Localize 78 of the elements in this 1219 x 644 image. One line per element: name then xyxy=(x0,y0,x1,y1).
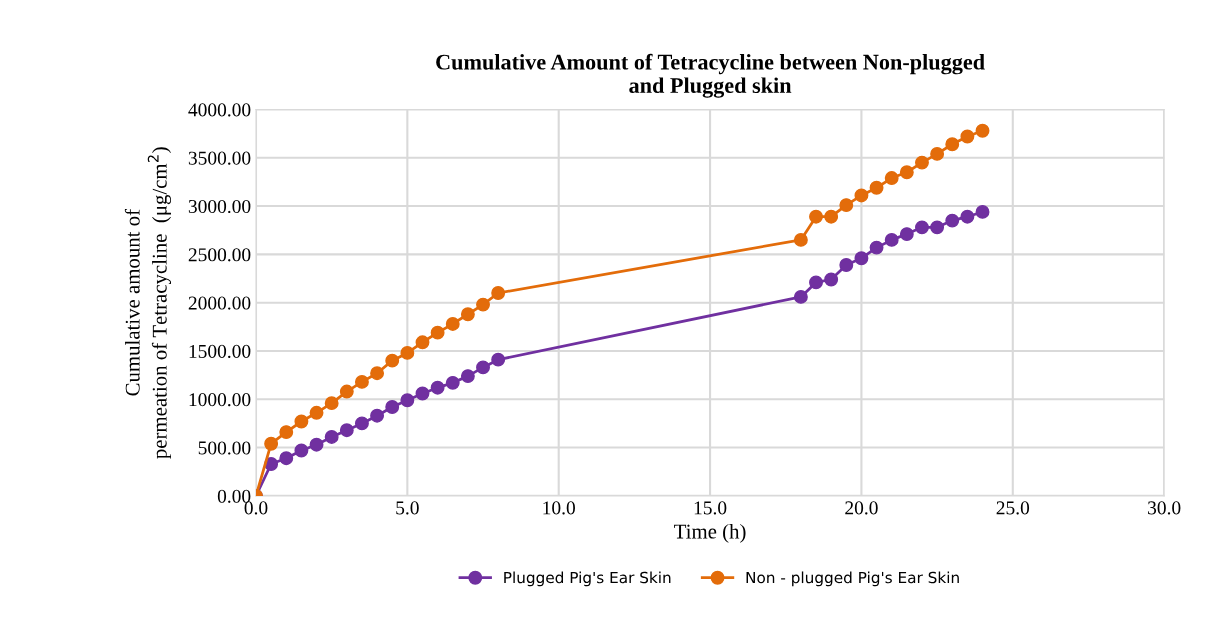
point xyxy=(809,209,823,224)
point xyxy=(400,345,415,360)
point xyxy=(294,414,309,429)
point xyxy=(809,275,823,290)
y-axis-title: Cumulative amount of permeation of Tetracycline (μg/cm$^{2}$) xyxy=(124,147,172,459)
point xyxy=(824,272,839,287)
x-tick-label: 30.0 xyxy=(1148,501,1181,515)
point xyxy=(309,437,324,452)
point xyxy=(339,423,354,438)
point xyxy=(899,227,914,242)
point xyxy=(279,451,294,466)
legend-label: Plugged Pig's Ear Skin xyxy=(504,571,671,587)
x-tick-label: 5.0 xyxy=(396,501,419,515)
point xyxy=(370,408,385,423)
point xyxy=(264,436,279,451)
point xyxy=(930,146,945,161)
point xyxy=(445,316,460,331)
point xyxy=(854,188,869,203)
point xyxy=(915,155,929,170)
y-tick-label: 4000.00 xyxy=(188,103,251,117)
point xyxy=(339,384,354,399)
point xyxy=(415,335,430,350)
y-tick-label: 1000.00 xyxy=(189,393,251,407)
x-tick-label: 20.0 xyxy=(845,501,878,515)
x-tick-label: 10.0 xyxy=(543,501,575,515)
point xyxy=(839,198,854,213)
point xyxy=(793,232,808,247)
point xyxy=(915,220,929,235)
point xyxy=(400,393,415,408)
point xyxy=(975,123,990,138)
x-tick-label: 15.0 xyxy=(694,501,727,515)
y-tick-label: 2000.00 xyxy=(188,296,251,310)
y-tick-label: 3000.00 xyxy=(188,199,251,214)
point xyxy=(491,286,506,300)
point xyxy=(839,258,854,272)
y-tick-label: 500.00 xyxy=(198,441,251,455)
point xyxy=(491,352,506,367)
y-tick-label: 3500.00 xyxy=(188,151,251,165)
point xyxy=(430,380,445,395)
point xyxy=(370,366,385,381)
point xyxy=(960,129,975,144)
point xyxy=(324,396,339,411)
point xyxy=(884,171,899,186)
point xyxy=(975,204,990,219)
point xyxy=(869,180,884,195)
point xyxy=(884,232,899,247)
point xyxy=(354,374,369,389)
point xyxy=(445,375,460,390)
point xyxy=(415,386,430,401)
point xyxy=(294,443,309,458)
point xyxy=(930,220,945,235)
y-tick-label: 2500.00 xyxy=(188,248,251,262)
point xyxy=(824,209,839,224)
point xyxy=(854,251,869,266)
point xyxy=(385,400,400,414)
point xyxy=(460,307,475,322)
point xyxy=(385,353,400,368)
point xyxy=(354,416,369,431)
point xyxy=(945,137,960,152)
y-tick-label: 1500.00 xyxy=(189,344,251,358)
point xyxy=(899,165,914,180)
point xyxy=(869,240,884,255)
point xyxy=(430,325,445,340)
point xyxy=(960,209,975,224)
point xyxy=(793,289,808,304)
point xyxy=(476,297,490,312)
point xyxy=(460,369,475,384)
point xyxy=(279,425,294,440)
x-axis-title: Time (h) xyxy=(674,523,746,543)
y-tick-label: 0.00 xyxy=(217,489,251,503)
legend-label: Non - plugged Pig's Ear Skin xyxy=(746,571,959,587)
x-tick-label: 0.0 xyxy=(244,501,268,515)
point xyxy=(324,430,339,444)
point xyxy=(476,360,490,375)
point xyxy=(309,405,324,420)
point xyxy=(945,213,960,228)
chart-title: Cumulative Amount of Tetracycline between Non-plugged and Plugged skin xyxy=(436,53,985,98)
x-tick-label: 25.0 xyxy=(996,501,1030,515)
